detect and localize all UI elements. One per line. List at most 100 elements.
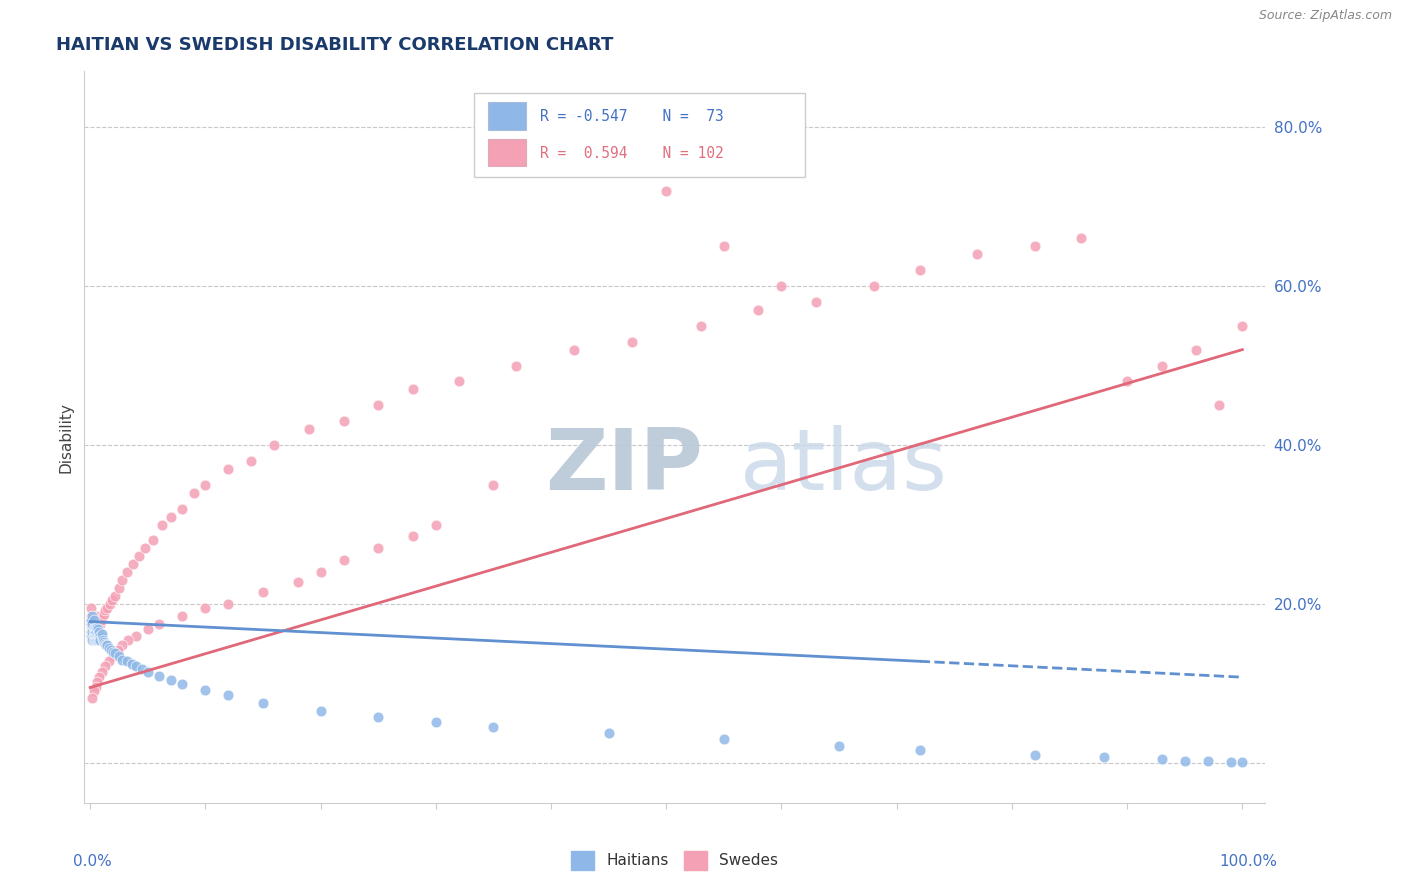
Point <box>104 646 127 660</box>
Point <box>84 621 107 635</box>
Point <box>367 710 389 724</box>
Point <box>80 624 103 639</box>
Point <box>84 609 107 624</box>
Point <box>862 279 884 293</box>
Point <box>104 589 127 603</box>
Point <box>1174 754 1197 768</box>
Point <box>142 533 165 548</box>
Point <box>87 623 110 637</box>
Point <box>172 676 194 690</box>
Y-axis label: Disability: Disability <box>58 401 73 473</box>
Point <box>747 302 769 317</box>
Point <box>83 613 105 627</box>
Point <box>447 375 470 389</box>
Point <box>80 616 103 631</box>
Point <box>309 566 332 580</box>
Point <box>115 566 138 580</box>
Point <box>80 609 103 624</box>
Point <box>309 705 332 719</box>
Point <box>82 616 104 631</box>
Point <box>94 637 117 651</box>
Point <box>562 343 585 357</box>
Point <box>332 414 354 428</box>
Point <box>482 720 505 734</box>
FancyBboxPatch shape <box>488 102 526 130</box>
Text: 100.0%: 100.0% <box>1219 854 1277 869</box>
Point <box>107 643 129 657</box>
Point <box>1070 231 1092 245</box>
Point <box>117 632 139 647</box>
Text: ZIP: ZIP <box>546 425 703 508</box>
Point <box>562 136 585 150</box>
Point <box>83 616 105 631</box>
Point <box>101 648 124 663</box>
Point <box>89 670 111 684</box>
Point <box>148 668 170 682</box>
Point <box>82 616 104 631</box>
Point <box>1092 750 1115 764</box>
Point <box>89 616 111 631</box>
Point <box>111 653 134 667</box>
Point <box>97 640 120 655</box>
Point <box>655 184 678 198</box>
Point <box>83 613 105 627</box>
Point <box>89 619 111 633</box>
Point <box>80 601 103 615</box>
Point <box>83 613 105 627</box>
Point <box>84 616 107 631</box>
Point <box>1116 375 1139 389</box>
Point <box>96 639 118 653</box>
Point <box>131 662 153 676</box>
Point <box>96 601 118 615</box>
Point <box>1150 359 1173 373</box>
Point <box>332 553 354 567</box>
Point <box>620 334 643 349</box>
Text: 0.0%: 0.0% <box>73 854 111 869</box>
Point <box>101 593 124 607</box>
Point <box>82 609 104 624</box>
Point <box>84 632 107 647</box>
Point <box>194 477 217 491</box>
Point <box>287 574 309 589</box>
Point <box>84 680 107 694</box>
Point <box>83 621 105 635</box>
Point <box>83 616 105 631</box>
Point <box>86 621 108 635</box>
Point <box>83 684 105 698</box>
Point <box>89 631 111 645</box>
Point <box>82 632 104 647</box>
Point <box>298 422 321 436</box>
Point <box>90 627 112 641</box>
Point <box>908 263 931 277</box>
Point <box>93 607 115 621</box>
Point <box>96 639 118 653</box>
Point <box>108 648 131 663</box>
Point <box>84 623 107 637</box>
Point <box>121 657 143 671</box>
Point <box>125 659 148 673</box>
Point <box>115 654 138 668</box>
Point <box>80 613 103 627</box>
Point <box>1024 239 1046 253</box>
Point <box>86 632 108 647</box>
Point <box>86 629 108 643</box>
Point <box>86 675 108 690</box>
Point <box>87 627 110 641</box>
Text: Source: ZipAtlas.com: Source: ZipAtlas.com <box>1258 9 1392 22</box>
Point <box>83 624 105 639</box>
Text: HAITIAN VS SWEDISH DISABILITY CORRELATION CHART: HAITIAN VS SWEDISH DISABILITY CORRELATIO… <box>56 36 613 54</box>
Point <box>770 279 793 293</box>
Point <box>83 629 105 643</box>
Point <box>125 629 148 643</box>
Point <box>84 629 107 643</box>
Point <box>86 623 108 637</box>
Point <box>89 609 111 624</box>
Point <box>505 359 527 373</box>
Point <box>136 623 159 637</box>
Point <box>966 247 988 261</box>
Point <box>183 485 205 500</box>
Point <box>93 635 115 649</box>
Point <box>1024 748 1046 763</box>
Point <box>83 632 105 647</box>
Point <box>908 743 931 757</box>
